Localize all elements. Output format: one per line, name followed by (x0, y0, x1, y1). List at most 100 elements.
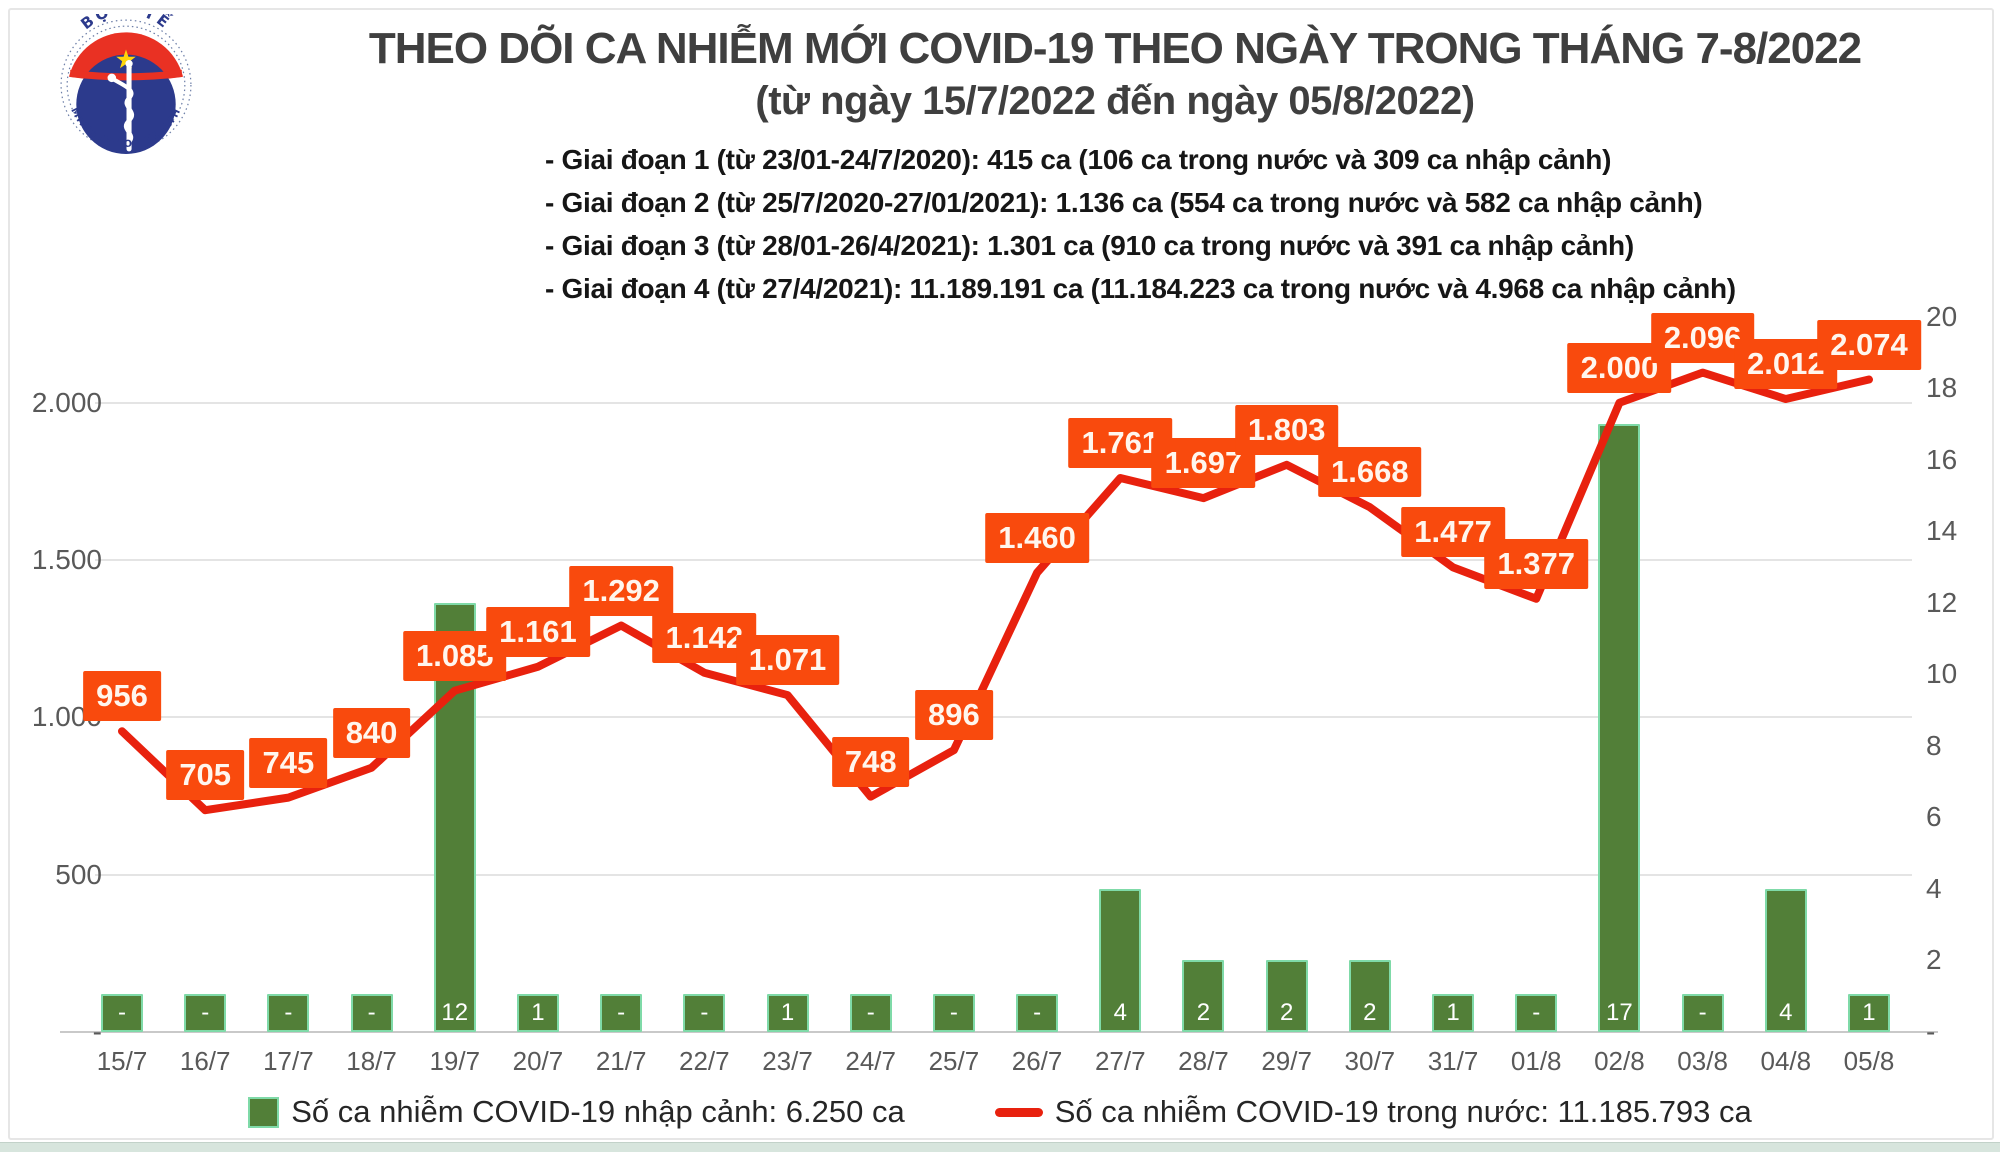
x-axis-date-20/7: 20/7 (512, 1046, 564, 1076)
bar-value-label: - (700, 999, 709, 1026)
bar-value-label: - (284, 999, 293, 1026)
legend-imported-label: Số ca nhiễm COVID-19 nhập cảnh: 6.250 ca (291, 1094, 905, 1129)
x-axis-date-21/7: 21/7 (595, 1046, 647, 1076)
right-axis-tick-4: 4 (1926, 872, 1942, 904)
right-axis-tick-18: 18 (1926, 372, 1958, 404)
bar-04/8 (1764, 888, 1807, 1032)
bar-value-label: 2 (1279, 999, 1294, 1026)
data-label-21/7: 1.292 (569, 565, 673, 616)
bar-value-label: - (866, 999, 875, 1026)
gridline-1000 (95, 716, 1912, 719)
right-axis-tick-20: 20 (1926, 300, 1958, 332)
bar-22/7 (683, 994, 726, 1032)
bar-value-label: - (949, 999, 958, 1026)
x-axis-date-27/7: 27/7 (1094, 1046, 1146, 1076)
x-axis-date-01/8: 01/8 (1510, 1046, 1562, 1076)
ministry-of-health-logo-icon: BỘ Y TẾ MINISTRY OF HEALTH (60, 14, 192, 154)
data-label-15/7: 956 (83, 671, 161, 722)
bar-05/8 (1847, 994, 1890, 1032)
right-axis-tick-14: 14 (1926, 515, 1958, 547)
bar-20/7 (516, 994, 559, 1032)
legend-item-domestic: Số ca nhiễm COVID-19 trong nước: 11.185.… (994, 1094, 1752, 1130)
x-axis-date-18/7: 18/7 (346, 1046, 397, 1076)
bar-18/7 (350, 994, 393, 1032)
data-label-16/7: 705 (166, 750, 245, 801)
x-axis-date-15/7: 15/7 (96, 1046, 148, 1076)
bar-17/7 (267, 994, 310, 1032)
right-axis-tick-12: 12 (1926, 586, 1958, 618)
bar-29/7 (1265, 960, 1308, 1032)
bar-series-swatch-icon (248, 1096, 280, 1128)
x-axis-line (60, 1031, 1938, 1033)
bar-24/7 (849, 994, 892, 1032)
chart-header: THEO DÕI CA NHIỄM MỚI COVID-19 THEO NGÀY… (230, 22, 2000, 126)
stage-1-line: - Giai đoạn 1 (từ 23/01-24/7/2020): 415 … (545, 144, 1612, 175)
x-axis-date-05/8: 05/8 (1843, 1046, 1895, 1076)
data-label-24/7: 748 (831, 736, 910, 787)
x-axis-date-02/8: 02/8 (1594, 1046, 1645, 1076)
data-label-01/8: 1.377 (1484, 538, 1589, 589)
bar-30/7 (1348, 960, 1391, 1032)
bar-value-label: - (1698, 999, 1707, 1026)
bar-value-label: 2 (1196, 999, 1211, 1026)
x-axis-date-16/7: 16/7 (179, 1046, 231, 1076)
x-axis-date-17/7: 17/7 (263, 1046, 314, 1076)
stage-3-line: - Giai đoạn 3 (từ 28/01-26/4/2021): 1.30… (545, 230, 1634, 261)
x-axis-date-31/7: 31/7 (1427, 1046, 1479, 1076)
data-label-05/8: 2.074 (1817, 319, 1921, 370)
data-label-31/7: 1.477 (1401, 507, 1505, 558)
x-axis-date-03/8: 03/8 (1677, 1046, 1728, 1076)
data-label-20/7: 1.161 (486, 606, 590, 657)
chart-subtitle: (từ ngày 15/7/2022 đến ngày 05/8/2022) (755, 79, 1475, 123)
bar-15/7 (101, 994, 143, 1032)
bar-value-label: 1 (780, 999, 795, 1026)
bottom-strip (0, 1142, 2000, 1152)
bar-value-label: - (617, 999, 626, 1026)
x-axis-date-29/7: 29/7 (1261, 1046, 1312, 1076)
logo-staff-knob (125, 60, 133, 68)
left-axis-tick-2.000: 2.000 (31, 386, 102, 418)
bar-16/7 (184, 994, 227, 1032)
bar-01/8 (1515, 994, 1558, 1032)
data-label-17/7: 745 (249, 737, 328, 788)
bar-value-label: 1 (1446, 999, 1460, 1026)
bar-26/7 (1016, 994, 1059, 1032)
gridline-2000 (95, 401, 1912, 404)
legend-item-imported: Số ca nhiễm COVID-19 nhập cảnh: 6.250 ca (248, 1094, 905, 1130)
bar-value-label: - (1532, 999, 1541, 1026)
x-axis-date-04/8: 04/8 (1760, 1046, 1812, 1076)
right-axis-tick-6: 6 (1926, 801, 1942, 833)
bar-25/7 (932, 994, 975, 1032)
bar-23/7 (766, 994, 809, 1032)
stage-summary: - Giai đoạn 1 (từ 23/01-24/7/2020): 415 … (545, 138, 1736, 310)
left-axis-tick--: - (92, 1016, 102, 1047)
right-axis-tick-10: 10 (1926, 658, 1958, 690)
x-axis-date-28/7: 28/7 (1178, 1046, 1229, 1076)
data-label-30/7: 1.668 (1318, 447, 1422, 498)
bar-value-label: 17 (1606, 999, 1633, 1026)
bar-03/8 (1681, 994, 1724, 1032)
chart-title: THEO DÕI CA NHIỄM MỚI COVID-19 THEO NGÀY… (368, 24, 1862, 73)
bar-31/7 (1432, 994, 1475, 1032)
logo-red-band (70, 69, 182, 81)
bar-value-label: - (201, 999, 210, 1026)
bar-27/7 (1099, 888, 1142, 1032)
bar-value-label: 1 (531, 999, 545, 1026)
data-label-29/7: 1.803 (1234, 404, 1339, 455)
line-path (118, 368, 1873, 815)
x-axis-date-19/7: 19/7 (429, 1046, 481, 1076)
data-label-18/7: 840 (332, 707, 411, 758)
data-label-22/7: 1.142 (652, 612, 757, 663)
logo-snake-head (107, 73, 117, 83)
legend-domestic-label: Số ca nhiễm COVID-19 trong nước: 11.185.… (1054, 1094, 1752, 1129)
right-axis-tick-16: 16 (1926, 443, 1958, 475)
right-axis-tick--: - (1926, 1016, 1936, 1047)
bar-21/7 (600, 994, 643, 1032)
right-axis-tick-2: 2 (1926, 944, 1942, 976)
bar-value-label: - (1033, 999, 1042, 1026)
bar-value-label: 12 (441, 999, 469, 1026)
right-axis-tick-8: 8 (1926, 729, 1942, 761)
x-axis-date-30/7: 30/7 (1344, 1046, 1396, 1076)
stage-4-line: - Giai đoạn 4 (từ 27/4/2021): 11.189.191… (545, 273, 1736, 304)
logo-star-icon (116, 49, 136, 69)
